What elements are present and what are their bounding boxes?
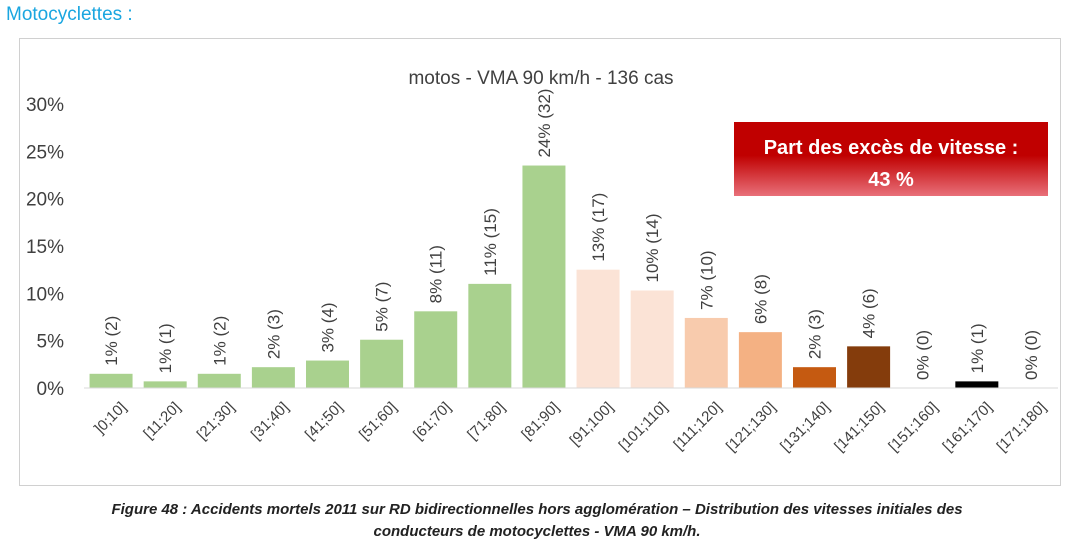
category-label: [81;90] xyxy=(518,399,562,443)
figure-caption-line-2: conducteurs de motocyclettes - VMA 90 km… xyxy=(373,523,701,540)
y-tick-label: 30% xyxy=(26,95,64,116)
excess-speed-callout-label: Part des excès de vitesse : xyxy=(764,137,1019,159)
category-label: [101;110] xyxy=(616,399,671,454)
y-tick-label: 25% xyxy=(26,142,64,163)
data-label: 6% (8) xyxy=(751,274,770,324)
category-label: [31;40] xyxy=(248,399,292,443)
excess-speed-callout xyxy=(734,122,1048,196)
data-label: 1% (2) xyxy=(210,316,229,366)
bar xyxy=(468,283,512,388)
data-label: 1% (1) xyxy=(968,323,987,373)
bar xyxy=(793,367,836,388)
y-tick-label: 0% xyxy=(37,379,65,400)
data-label: 10% (14) xyxy=(643,214,662,283)
category-label: [41;50] xyxy=(302,399,346,443)
bar xyxy=(143,381,187,388)
data-label: 24% (32) xyxy=(535,89,554,158)
category-label: [111;120] xyxy=(670,399,725,454)
data-label: 4% (6) xyxy=(860,288,879,338)
bar xyxy=(576,269,620,388)
data-label: 0% (0) xyxy=(914,330,933,380)
category-label: [51;60] xyxy=(356,399,400,443)
data-label: 13% (17) xyxy=(589,193,608,262)
category-label: [91;100] xyxy=(567,399,617,449)
category-label: ]0;10] xyxy=(91,399,130,438)
data-label: 2% (3) xyxy=(264,309,283,359)
bar xyxy=(630,290,674,388)
data-label: 7% (10) xyxy=(697,250,716,310)
chart-title: motos - VMA 90 km/h - 136 cas xyxy=(408,68,673,89)
speed-distribution-chart: motos - VMA 90 km/h - 136 cas 0% 5% 10% 15% 2… xyxy=(26,68,1058,455)
bar xyxy=(522,165,566,388)
section-heading: Motocyclettes : xyxy=(6,4,133,25)
data-label: 5% (7) xyxy=(373,282,392,332)
data-label: 3% (4) xyxy=(319,302,338,352)
y-tick-label: 15% xyxy=(26,237,64,258)
category-label: [21;30] xyxy=(194,399,238,443)
category-label: [171;180] xyxy=(994,399,1050,455)
data-label: 2% (3) xyxy=(806,309,825,359)
bar xyxy=(684,317,728,388)
data-label: 11% (15) xyxy=(481,208,500,276)
chart-frame xyxy=(19,38,1061,486)
y-tick-label: 5% xyxy=(37,332,65,353)
y-tick-label: 20% xyxy=(26,190,64,211)
category-label: [61;70] xyxy=(410,399,454,443)
bar xyxy=(89,373,133,388)
category-label: [151;160] xyxy=(885,399,941,455)
category-label: [121;130] xyxy=(723,399,779,455)
category-label: [161;170] xyxy=(939,399,995,455)
y-tick-label: 10% xyxy=(26,284,64,305)
figure-caption-line-1: Figure 48 : Accidents mortels 2011 sur R… xyxy=(111,501,963,518)
bar xyxy=(738,332,782,388)
bar xyxy=(197,373,241,388)
category-label: [141;150] xyxy=(831,399,887,455)
bar xyxy=(306,360,349,388)
bar xyxy=(251,367,295,388)
bar xyxy=(955,381,999,388)
excess-speed-callout-value: 43 % xyxy=(868,169,914,191)
data-label: 8% (11) xyxy=(427,245,446,303)
data-label: 1% (2) xyxy=(102,316,121,366)
bar xyxy=(360,339,404,388)
bar xyxy=(847,346,891,388)
data-label: 0% (0) xyxy=(1022,330,1041,380)
category-label: [131;140] xyxy=(777,399,833,455)
bar xyxy=(414,311,458,388)
data-label: 1% (1) xyxy=(156,323,175,373)
category-label: [71;80] xyxy=(464,399,508,443)
category-label: [11;20] xyxy=(140,399,184,443)
